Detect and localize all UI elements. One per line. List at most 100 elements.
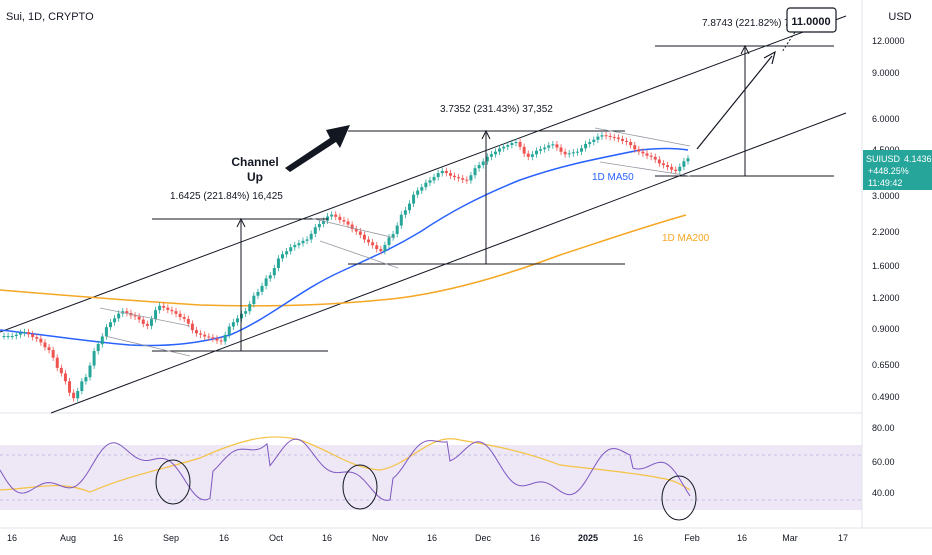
- price-tick-label: 0.6500: [872, 360, 900, 370]
- candle-body: [178, 313, 182, 318]
- currency-label[interactable]: USD: [888, 11, 911, 23]
- time-tick-label: 16: [219, 533, 229, 543]
- candle-body: [231, 322, 235, 327]
- candle-body: [133, 315, 137, 317]
- candle-body: [166, 307, 170, 310]
- candle-body: [399, 214, 403, 226]
- candle-body: [580, 148, 584, 152]
- candle-body: [219, 340, 223, 342]
- candle-body: [567, 153, 571, 155]
- flag1-bottom: [104, 335, 191, 357]
- candle-body: [313, 227, 317, 234]
- price-pane[interactable]: [0, 0, 862, 412]
- candle-body: [51, 350, 55, 358]
- candle-body: [96, 343, 100, 352]
- candle-body: [633, 145, 637, 150]
- candle-body: [661, 163, 665, 166]
- time-tick-label: 16: [737, 533, 747, 543]
- price-tick-label: 2.2000: [872, 227, 900, 237]
- target-leader-line: [781, 28, 798, 53]
- rsi-axis[interactable]: 80.00 60.00 40.00: [872, 423, 895, 498]
- channel-lower-line[interactable]: [50, 112, 847, 414]
- candle-body: [100, 336, 104, 345]
- candle-body: [174, 311, 178, 314]
- candle-body: [14, 334, 18, 337]
- candle-body: [18, 332, 22, 335]
- candle-body: [195, 330, 199, 334]
- measured-move-3[interactable]: 7.8743 (221.82%) 78,743: [655, 18, 834, 177]
- candle-body: [518, 141, 522, 147]
- candle-body: [88, 365, 92, 378]
- price-label-countdown: 11:49:42: [868, 178, 902, 188]
- candle-body: [31, 334, 35, 338]
- candle-body: [514, 142, 518, 144]
- ma50-line[interactable]: [0, 147, 689, 347]
- ma200-line[interactable]: [0, 214, 687, 307]
- candle-body: [141, 319, 145, 324]
- candle-body: [305, 239, 309, 241]
- time-tick-label: Mar: [782, 533, 798, 543]
- candle-body: [108, 322, 112, 328]
- candle-body: [412, 194, 416, 204]
- candle-body: [653, 156, 657, 160]
- candle-body: [407, 203, 411, 211]
- price-tick-label: 3.0000: [872, 191, 900, 201]
- rsi-ma-line[interactable]: [0, 436, 691, 493]
- current-price-label[interactable]: SUIUSD 4.1436 +448.25% 11:49:42: [863, 150, 932, 190]
- measured-move-2[interactable]: 3.7352 (231.43%) 37,352: [348, 104, 625, 265]
- candle-body: [453, 175, 457, 178]
- candle-body: [473, 168, 477, 176]
- channel-annotation[interactable]: Channel Up: [231, 125, 350, 184]
- candle-body: [338, 216, 342, 221]
- measured-move-1[interactable]: 1.6425 (221.84%) 16,425: [152, 191, 328, 352]
- channel-upper-line[interactable]: [0, 15, 847, 333]
- price-label-change: +448.25%: [868, 166, 909, 176]
- time-tick-label: 16: [113, 533, 123, 543]
- time-axis[interactable]: 16 Aug 16 Sep 16 Oct 16 Nov 16 Dec 16 2025 16 Feb 16 Ma…: [7, 533, 848, 543]
- candle-body: [686, 158, 690, 162]
- projection-arrow[interactable]: [696, 55, 773, 150]
- rsi-tick-label: 40.00: [872, 488, 895, 498]
- rsi-line[interactable]: [0, 438, 691, 501]
- time-tick-label: Nov: [372, 533, 389, 543]
- candle-body: [383, 244, 387, 252]
- candle-body: [522, 146, 526, 154]
- candle-body: [59, 367, 63, 374]
- candle-body: [207, 336, 211, 338]
- target-callout[interactable]: 11.0000: [786, 7, 837, 33]
- candle-body: [346, 221, 350, 225]
- time-tick-label: Aug: [60, 533, 76, 543]
- candle-body: [117, 313, 121, 319]
- candle-body: [158, 305, 162, 311]
- candle-body: [76, 391, 80, 399]
- price-tick-label: 9.0000: [872, 68, 900, 78]
- candle-body: [235, 318, 239, 323]
- price-tick-label: 0.9000: [872, 324, 900, 334]
- flag3-top: [594, 127, 691, 147]
- candle-body: [35, 337, 39, 339]
- candle-body: [330, 214, 334, 217]
- price-axis[interactable]: USD 12.00009.00006.00004.50003.00002.200…: [872, 11, 912, 402]
- candle-body: [227, 326, 231, 335]
- candle-body: [68, 381, 72, 393]
- candle-body: [55, 357, 59, 368]
- channel-arrow-icon: [285, 125, 350, 172]
- price-label-box: [863, 150, 932, 190]
- candle-body: [145, 323, 149, 326]
- chart-title[interactable]: Sui, 1D, CRYPTO: [6, 11, 94, 23]
- candle-body: [625, 140, 629, 143]
- candle-body: [502, 146, 506, 149]
- candle-body: [297, 243, 301, 246]
- candle-body: [637, 149, 641, 152]
- target-box: [786, 7, 837, 33]
- time-tick-label: 16: [7, 533, 17, 543]
- candle-body: [27, 332, 31, 335]
- price-label-price: 4.1436: [904, 154, 932, 164]
- candle-body: [137, 316, 141, 320]
- candle-body: [375, 245, 379, 250]
- flag1-top: [99, 307, 191, 327]
- candle-body: [506, 145, 510, 147]
- candle-body: [448, 173, 452, 176]
